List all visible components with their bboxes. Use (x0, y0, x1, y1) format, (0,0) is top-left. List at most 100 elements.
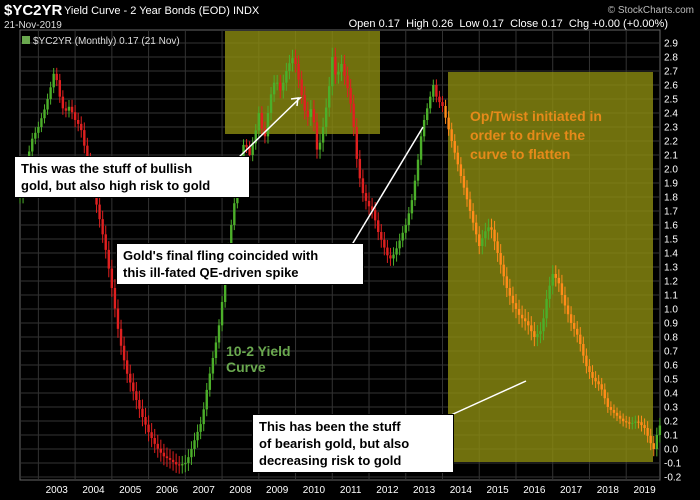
y-tick-label: 1.0 (664, 305, 678, 316)
price-bar (563, 295, 567, 306)
price-bar (40, 118, 43, 127)
price-bar (367, 200, 371, 207)
price-bar (582, 344, 585, 356)
price-bar (257, 113, 261, 131)
price-bar (576, 328, 579, 335)
price-bar (572, 323, 576, 329)
price-bar (508, 288, 512, 296)
price-bar (138, 400, 141, 409)
price-bar (331, 57, 334, 87)
annotation-bullish-line-2: gold, but also high risk to gold (21, 178, 211, 193)
y-tick-label: 0.1 (664, 431, 678, 442)
symbol-label: $YC2YR (4, 2, 63, 19)
price-bar (208, 373, 212, 390)
price-bar (279, 82, 282, 91)
price-bar (132, 382, 135, 392)
price-bar (591, 372, 594, 378)
y-tick-label: 2.3 (664, 123, 678, 134)
price-bar (395, 248, 398, 255)
y-tick-label: -0.1 (664, 459, 682, 470)
price-bar (337, 71, 340, 75)
close-value: 0.17 (541, 18, 563, 30)
price-bar (514, 303, 518, 309)
price-bar (178, 464, 181, 466)
price-bar (600, 384, 603, 390)
price-bar (324, 107, 328, 127)
annotation-yield-curve-line-2: Curve (226, 359, 266, 375)
price-bar (392, 254, 395, 259)
price-bar (230, 225, 233, 249)
price-bar (52, 73, 55, 88)
price-bar (291, 58, 294, 64)
y-tick-label: 2.1 (664, 151, 678, 162)
price-bar (370, 206, 374, 211)
x-tick-label: 2008 (229, 485, 252, 496)
price-bar (539, 331, 542, 335)
annotation-bearish-line-1: This has been the stuff (259, 419, 401, 434)
price-bar (98, 204, 101, 220)
price-bar (597, 381, 600, 385)
price-bar (456, 152, 460, 165)
high-value: 0.26 (431, 18, 454, 30)
price-bar (478, 234, 481, 246)
price-bar (303, 95, 306, 111)
y-tick-label: 1.3 (664, 263, 678, 274)
price-bar (435, 85, 438, 97)
price-bar (346, 75, 349, 89)
price-bar (113, 288, 117, 309)
price-bar (125, 360, 129, 374)
x-tick-label: 2014 (450, 485, 473, 496)
price-bar (652, 443, 655, 449)
arrow-bullish (235, 97, 303, 161)
ohlc-readout: Open 0.17 High 0.26 Low 0.17 Close 0.17 … (0, 18, 668, 30)
price-bar (58, 80, 62, 97)
price-bar (355, 127, 358, 159)
chg-value: +0.00 (+0.00%) (592, 18, 668, 30)
date-label: 21-Nov-2019 (4, 20, 62, 31)
price-bar (410, 200, 414, 214)
price-bar (459, 164, 463, 176)
annotation-spike-line-2: this ill-fated QE-driven spike (123, 265, 299, 280)
y-tick-label: 0.5 (664, 375, 678, 386)
price-bar (554, 274, 557, 278)
open-label: Open (348, 18, 376, 30)
price-bar (46, 99, 49, 110)
price-bar (533, 331, 536, 337)
price-bar (416, 159, 420, 181)
x-tick-label: 2016 (523, 485, 546, 496)
price-bar (637, 421, 640, 423)
price-bar (67, 106, 71, 111)
price-bar (181, 464, 184, 466)
price-bar (156, 443, 159, 449)
price-bar (634, 421, 637, 423)
price-bar (34, 132, 37, 139)
price-bar (196, 431, 199, 441)
y-tick-label: -0.2 (664, 473, 682, 484)
y-tick-label: 1.1 (664, 291, 678, 302)
price-bar (536, 334, 539, 337)
y-tick-label: 2.7 (664, 67, 678, 78)
price-bar (502, 264, 505, 277)
brand-label: © StockCharts.com (607, 5, 694, 16)
price-bar (520, 314, 524, 319)
price-bar (150, 432, 153, 439)
price-bar (377, 220, 380, 232)
y-tick-label: 2.9 (664, 39, 678, 50)
price-bar (386, 247, 389, 256)
y-tick-label: 1.6 (664, 221, 678, 232)
price-bar (453, 141, 456, 153)
price-bar (101, 219, 104, 235)
price-bar (282, 82, 285, 91)
price-bar (86, 145, 89, 161)
x-tick-label: 2013 (413, 485, 436, 496)
price-bar (352, 103, 355, 127)
x-tick-label: 2011 (340, 485, 362, 496)
price-bar (37, 127, 40, 133)
price-bar (162, 452, 166, 457)
annotation-twist-line-1: Op/Twist initiated in (470, 108, 602, 124)
price-bar (628, 422, 631, 424)
price-bar (413, 180, 417, 201)
price-bar (193, 440, 196, 449)
arrow-bearish (439, 380, 527, 421)
